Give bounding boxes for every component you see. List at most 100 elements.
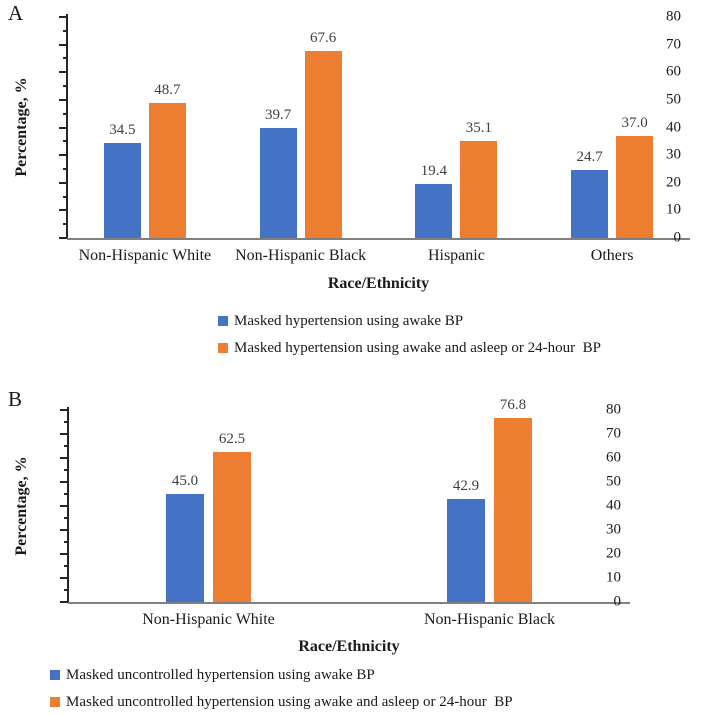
legend-item: Masked hypertension using awake BP <box>218 312 601 330</box>
y-minor-tick <box>63 29 67 32</box>
y-minor-tick <box>64 493 68 495</box>
legend-item-label: Masked uncontrolled hypertension using a… <box>66 693 513 710</box>
y-axis-line <box>66 14 68 238</box>
legend-item: Masked hypertension using awake and asle… <box>218 339 601 357</box>
y-tick-label: 20 <box>606 545 621 562</box>
y-axis-title-b: Percentage, % <box>13 456 30 556</box>
bar-masked-hypertension-usin-2 <box>415 184 453 238</box>
y-major-tick <box>59 43 67 46</box>
y-minor-tick <box>64 469 68 471</box>
bar-masked-uncontrolled-hype-1 <box>447 499 485 602</box>
y-major-tick <box>59 154 67 157</box>
y-minor-tick <box>63 85 67 88</box>
y-tick-label: 30 <box>666 146 681 163</box>
y-minor-tick <box>64 445 68 447</box>
y-tick-label: 40 <box>666 119 681 135</box>
legend-item-label: Masked uncontrolled hypertension using a… <box>66 666 375 683</box>
y-major-tick <box>60 457 68 459</box>
y-minor-tick <box>63 223 67 226</box>
y-minor-tick <box>64 589 68 591</box>
plot-area-b: 0 10 20 30 40 50 60 70 80 45.0 62.5 Non-Hispanic Wh… <box>60 397 630 628</box>
y-minor-tick <box>64 421 68 423</box>
y-major-tick <box>60 433 68 435</box>
y-major-tick <box>60 481 68 483</box>
bar-masked-hypertension-usin-3 <box>616 135 654 238</box>
y-tick-label: 70 <box>606 425 621 442</box>
legend-swatch-icon <box>218 343 228 353</box>
bar-masked-uncontrolled-hype-0 <box>213 452 251 602</box>
legend-swatch-icon <box>218 316 228 326</box>
y-major-tick <box>59 209 67 212</box>
y-major-tick <box>59 71 67 74</box>
y-major-tick <box>59 98 67 101</box>
y-axis-title-a: Percentage, % <box>13 77 30 177</box>
y-tick-label: 30 <box>606 521 621 538</box>
bar-masked-uncontrolled-hype-1 <box>494 417 532 602</box>
category-label: Non-Hispanic Black <box>235 247 367 264</box>
category-label: Others <box>590 247 634 264</box>
bar-value-label: 35.1 <box>465 120 492 137</box>
x-axis-line <box>67 238 690 240</box>
x-axis-title-b: Race/Ethnicity <box>298 638 400 655</box>
panel-a-letter: A <box>8 1 24 25</box>
legend-swatch-icon <box>50 670 60 680</box>
bar-value-label: 62.5 <box>218 431 246 447</box>
plot-area-a: 0 10 20 30 40 50 60 70 80 34.5 48.7 Non-Hispanic Wh… <box>59 9 690 264</box>
y-major-tick <box>60 577 68 579</box>
bar-masked-hypertension-usin-3 <box>571 169 609 238</box>
y-major-tick <box>59 237 67 239</box>
category-label: Non-Hispanic Black <box>423 611 556 628</box>
y-minor-tick <box>63 195 67 198</box>
y-major-tick <box>60 601 68 603</box>
y-tick-label: 20 <box>666 174 681 191</box>
category-label: Non-Hispanic White <box>78 247 212 264</box>
y-minor-tick <box>63 167 67 170</box>
y-tick-label: 60 <box>606 449 621 466</box>
y-minor-tick <box>63 57 67 60</box>
bar-masked-uncontrolled-hype-0 <box>166 494 204 602</box>
legend-b: Masked uncontrolled hypertension using a… <box>50 666 513 711</box>
y-minor-tick <box>63 112 67 115</box>
y-tick-label: 0 <box>673 229 682 246</box>
y-minor-tick <box>64 517 68 519</box>
bar-value-label: 42.9 <box>452 478 480 495</box>
y-minor-tick <box>64 565 68 567</box>
y-major-tick <box>59 181 67 184</box>
y-major-tick <box>59 16 67 18</box>
category-label: Hispanic <box>427 247 485 264</box>
bar-masked-hypertension-usin-2 <box>460 141 498 238</box>
legend-item: Masked uncontrolled hypertension using a… <box>50 693 513 711</box>
y-tick-label: 70 <box>666 36 681 53</box>
y-tick-label: 50 <box>606 473 621 490</box>
y-tick-label: 40 <box>606 497 621 514</box>
bar-masked-hypertension-usin-0 <box>103 142 141 238</box>
y-major-tick <box>60 553 68 555</box>
y-tick-label: 80 <box>606 401 621 418</box>
y-tick-label: 10 <box>606 569 621 586</box>
bar-value-label: 48.7 <box>154 82 181 99</box>
y-minor-tick <box>64 541 68 543</box>
bar-value-label: 45.0 <box>171 473 199 489</box>
bar-masked-hypertension-usin-1 <box>304 51 342 238</box>
bar-value-label: 19.4 <box>420 163 447 180</box>
y-tick-label: 0 <box>613 593 622 610</box>
y-major-tick <box>60 529 68 531</box>
category-label: Non-Hispanic White <box>142 611 275 628</box>
bar-value-label: 37.0 <box>621 114 648 131</box>
y-axis-line <box>67 407 69 602</box>
y-tick-label: 60 <box>666 63 681 80</box>
x-axis-line <box>68 602 630 604</box>
y-tick-label: 80 <box>666 8 681 25</box>
y-minor-tick <box>63 140 67 143</box>
panel-b-letter: B <box>8 387 23 411</box>
bar-value-label: 76.8 <box>499 396 527 413</box>
y-tick-label: 10 <box>666 201 681 218</box>
legend-item-label: Masked hypertension using awake and asle… <box>234 339 602 356</box>
x-axis-title-a: Race/Ethnicity <box>327 275 430 292</box>
bar-value-label: 24.7 <box>576 148 603 165</box>
legend-item-label: Masked hypertension using awake BP <box>234 312 464 329</box>
bar-value-label: 34.5 <box>109 121 136 138</box>
bar-masked-hypertension-usin-0 <box>148 103 186 238</box>
legend-swatch-icon <box>50 697 60 707</box>
